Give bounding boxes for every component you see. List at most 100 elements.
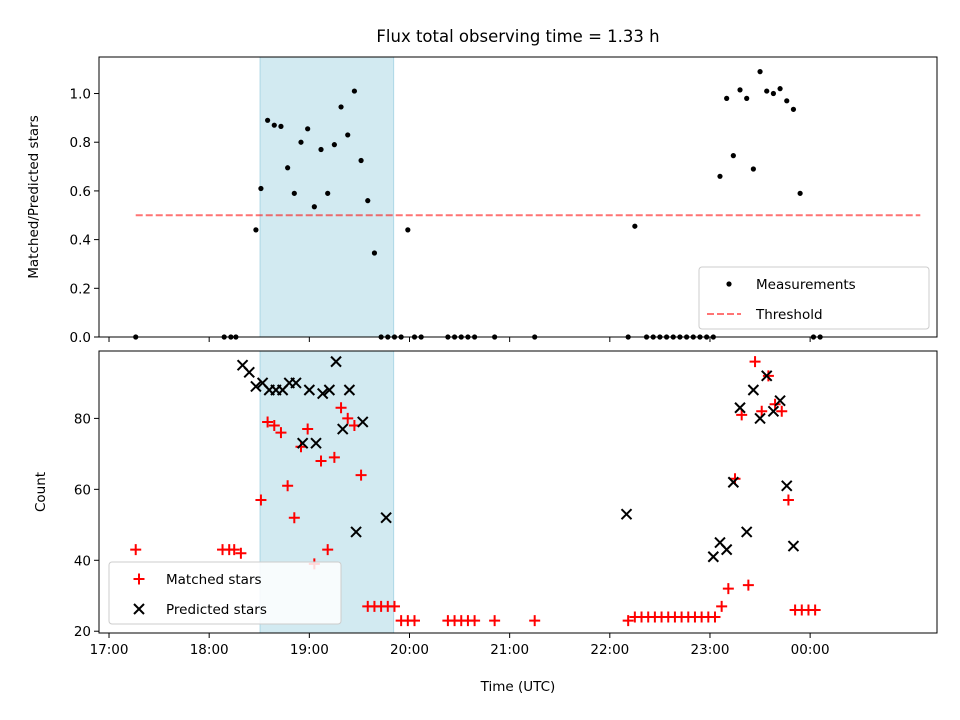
count-panel: 17:00 18:00 19:00 20:00 21:00 22:00 23:00 00:00… bbox=[33, 350, 938, 658]
data-point bbox=[724, 95, 730, 101]
series-predicted-stars bbox=[236, 355, 800, 563]
data-point bbox=[298, 139, 304, 145]
data-point bbox=[342, 412, 354, 424]
data-point bbox=[720, 543, 733, 556]
data-point bbox=[295, 441, 307, 453]
data-point bbox=[388, 600, 400, 612]
y-tick-label: 20 bbox=[74, 624, 91, 640]
y-tick-label: 1.0 bbox=[70, 87, 91, 103]
data-point bbox=[325, 190, 331, 196]
data-point bbox=[744, 95, 750, 101]
y-tick-label: 40 bbox=[74, 553, 91, 569]
data-point bbox=[756, 405, 768, 417]
data-point bbox=[322, 544, 334, 556]
data-point bbox=[335, 402, 347, 414]
data-point bbox=[345, 132, 351, 138]
legend-label: Threshold bbox=[755, 307, 823, 323]
legend-label: Predicted stars bbox=[166, 602, 267, 618]
axes-frame bbox=[98, 56, 938, 338]
y-tick-label: 0.4 bbox=[70, 233, 91, 249]
data-point bbox=[380, 512, 392, 524]
x-tick-label: 20:00 bbox=[390, 642, 429, 658]
y-tick-label: 0.8 bbox=[70, 135, 91, 151]
data-point bbox=[764, 88, 770, 94]
data-point bbox=[291, 190, 297, 196]
data-point bbox=[318, 146, 324, 153]
legend-label: Measurements bbox=[756, 277, 856, 293]
data-point bbox=[311, 204, 317, 210]
data-point bbox=[282, 480, 294, 492]
x-axis-label: Time (UTC) bbox=[480, 679, 556, 695]
x-tick-label: 18:00 bbox=[190, 642, 229, 658]
data-point bbox=[737, 87, 743, 93]
legend-marker bbox=[133, 603, 145, 615]
data-point bbox=[784, 98, 790, 104]
data-point bbox=[305, 126, 311, 132]
data-point bbox=[722, 583, 734, 595]
data-point bbox=[729, 473, 741, 485]
y-tick-label: 0.6 bbox=[70, 184, 91, 200]
data-point bbox=[323, 384, 336, 396]
data-point bbox=[774, 394, 786, 407]
data-point bbox=[235, 547, 247, 559]
data-point bbox=[730, 153, 736, 159]
data-point bbox=[777, 86, 783, 92]
legend-box bbox=[108, 561, 342, 625]
data-point bbox=[622, 615, 634, 627]
data-point bbox=[315, 455, 327, 467]
data-point bbox=[742, 579, 754, 591]
data-point bbox=[762, 370, 774, 382]
data-point bbox=[253, 227, 259, 233]
data-point bbox=[275, 427, 287, 439]
data-point bbox=[243, 366, 255, 378]
data-point bbox=[288, 512, 300, 524]
data-point bbox=[707, 551, 720, 563]
series-matched-stars bbox=[130, 356, 821, 627]
data-point bbox=[405, 227, 411, 233]
data-point bbox=[727, 476, 740, 488]
y-tick-label: 0.2 bbox=[70, 281, 91, 297]
data-point bbox=[709, 611, 721, 623]
data-point bbox=[331, 142, 337, 148]
x-tick-label: 17:00 bbox=[90, 642, 129, 658]
y-tick-label: 0.0 bbox=[70, 330, 91, 346]
data-point bbox=[285, 165, 291, 171]
x-tick-label: 00:00 bbox=[791, 642, 830, 658]
data-point bbox=[632, 223, 638, 229]
data-point bbox=[776, 405, 788, 417]
y-tick-label: 80 bbox=[74, 411, 91, 427]
legend-label: Matched stars bbox=[166, 572, 262, 588]
data-point bbox=[409, 615, 421, 627]
data-point bbox=[303, 384, 316, 396]
data-point bbox=[747, 384, 760, 396]
data-point bbox=[770, 90, 777, 97]
data-point bbox=[357, 416, 369, 428]
data-point bbox=[761, 370, 773, 382]
data-point bbox=[338, 104, 344, 110]
data-point bbox=[351, 88, 358, 94]
legend: Measurements Threshold bbox=[698, 266, 930, 330]
y-axis-label: Matched/Predicted stars bbox=[26, 115, 42, 278]
data-point bbox=[769, 398, 781, 410]
legend-box bbox=[698, 266, 930, 330]
data-point bbox=[782, 494, 794, 506]
data-point bbox=[734, 402, 746, 414]
data-point bbox=[255, 494, 267, 506]
data-point bbox=[716, 600, 728, 612]
data-point bbox=[250, 380, 262, 393]
axes-frame bbox=[98, 350, 938, 634]
y-axis-label: Count bbox=[33, 472, 49, 512]
data-point bbox=[757, 69, 763, 75]
data-point bbox=[290, 377, 302, 389]
data-point bbox=[809, 604, 821, 616]
data-point bbox=[754, 412, 766, 425]
data-point bbox=[749, 356, 761, 368]
chart-title: Flux total observing time = 1.33 h bbox=[376, 27, 659, 46]
data-point bbox=[337, 423, 349, 435]
data-point bbox=[355, 469, 367, 481]
data-point bbox=[529, 615, 541, 627]
data-point bbox=[787, 540, 800, 552]
data-point bbox=[278, 123, 284, 129]
data-point bbox=[469, 615, 481, 627]
